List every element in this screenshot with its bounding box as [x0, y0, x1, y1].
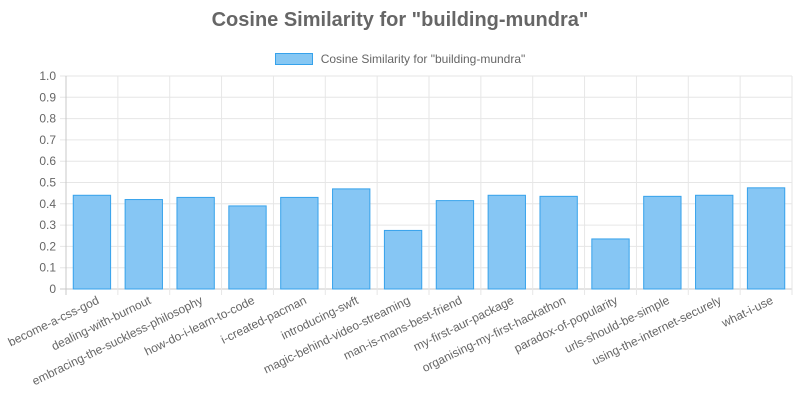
bar [643, 195, 682, 290]
y-tick-label: 0.9 [39, 90, 56, 104]
y-tick-label: 0.3 [39, 218, 56, 232]
bar [591, 238, 630, 290]
bar [539, 195, 578, 290]
bar [280, 196, 319, 290]
legend-label: Cosine Similarity for "building-mundra" [320, 52, 526, 66]
legend[interactable]: Cosine Similarity for "building-mundra" [0, 52, 800, 66]
chart-title: Cosine Similarity for "building-mundra" [211, 9, 589, 31]
bar [435, 200, 475, 290]
bar [124, 199, 163, 290]
bar [746, 187, 786, 290]
y-tick-label: 0.1 [39, 261, 56, 275]
bar [228, 205, 267, 290]
y-tick-label: 0.2 [39, 239, 56, 253]
y-tick-label: 0 [49, 282, 56, 296]
y-tick-label: 0.4 [39, 197, 56, 211]
x-tick-label: what-i-use [719, 293, 776, 330]
bar [176, 196, 215, 290]
legend-swatch [274, 53, 313, 65]
bar [383, 229, 423, 290]
y-tick-label: 0.5 [39, 176, 56, 190]
bar [487, 194, 526, 290]
bar [695, 194, 734, 290]
bar [72, 194, 112, 290]
bar [332, 188, 371, 290]
y-tick-label: 1.0 [39, 69, 56, 83]
y-tick-label: 0.6 [39, 154, 56, 168]
y-tick-label: 0.8 [39, 112, 56, 126]
y-tick-label: 0.7 [39, 133, 56, 147]
